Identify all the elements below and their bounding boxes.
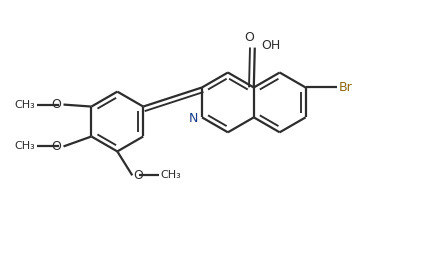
Text: CH₃: CH₃ xyxy=(15,141,36,151)
Text: O: O xyxy=(133,169,143,182)
Text: O: O xyxy=(52,140,61,153)
Text: Br: Br xyxy=(338,81,352,94)
Text: OH: OH xyxy=(260,39,279,52)
Text: N: N xyxy=(188,112,197,125)
Text: CH₃: CH₃ xyxy=(160,170,181,180)
Text: O: O xyxy=(243,31,253,44)
Text: O: O xyxy=(52,98,61,111)
Text: CH₃: CH₃ xyxy=(15,100,36,109)
